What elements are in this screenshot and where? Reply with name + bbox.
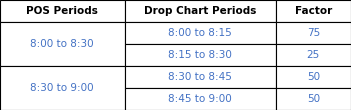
Text: 50: 50 xyxy=(307,72,320,82)
Bar xyxy=(125,66,276,88)
Bar xyxy=(125,22,276,44)
Text: Factor: Factor xyxy=(294,6,332,16)
Text: 8:00 to 8:15: 8:00 to 8:15 xyxy=(168,28,232,38)
Bar xyxy=(125,44,276,66)
Bar xyxy=(125,88,276,110)
Text: Drop Chart Periods: Drop Chart Periods xyxy=(144,6,256,16)
Text: 75: 75 xyxy=(307,28,320,38)
Text: 8:45 to 9:00: 8:45 to 9:00 xyxy=(168,94,232,104)
Text: 25: 25 xyxy=(307,50,320,60)
Bar xyxy=(276,44,351,66)
Bar xyxy=(125,0,276,22)
Bar xyxy=(276,66,351,88)
Bar xyxy=(276,88,351,110)
Bar xyxy=(0,22,125,66)
Bar xyxy=(0,66,125,110)
Bar xyxy=(276,0,351,22)
Text: 50: 50 xyxy=(307,94,320,104)
Text: 8:30 to 8:45: 8:30 to 8:45 xyxy=(168,72,232,82)
Bar xyxy=(0,0,125,22)
Text: 8:00 to 8:30: 8:00 to 8:30 xyxy=(31,39,94,49)
Bar xyxy=(276,22,351,44)
Text: POS Periods: POS Periods xyxy=(26,6,98,16)
Text: 8:30 to 9:00: 8:30 to 9:00 xyxy=(31,83,94,93)
Text: 8:15 to 8:30: 8:15 to 8:30 xyxy=(168,50,232,60)
